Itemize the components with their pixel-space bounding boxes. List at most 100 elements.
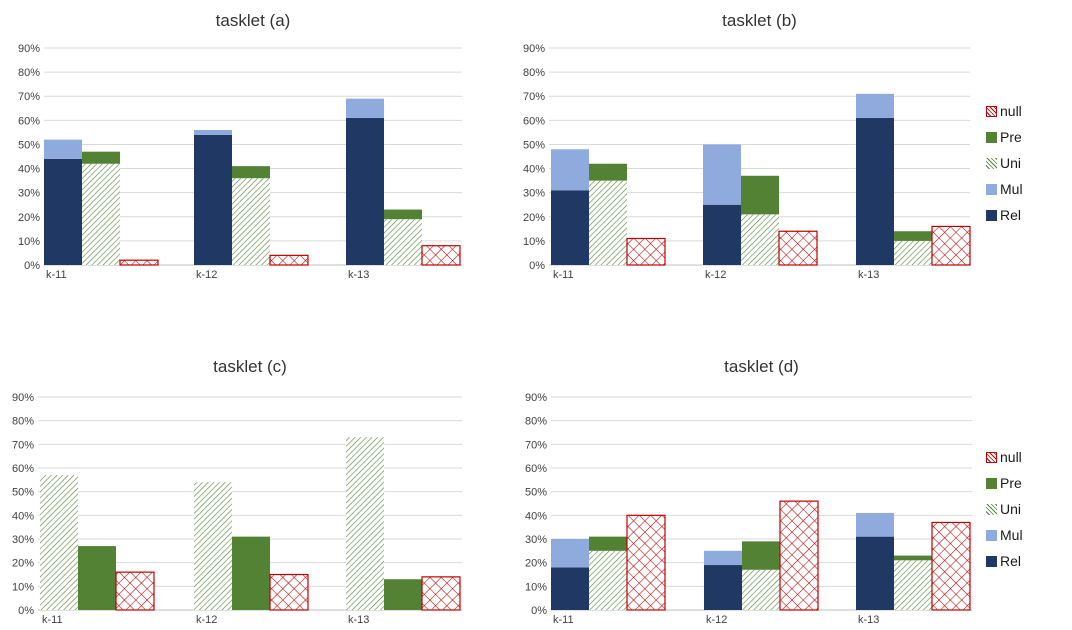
y-tick-label: 0%: [529, 260, 545, 272]
legend-swatch-mul: [986, 183, 997, 195]
y-tick-label: 80%: [18, 67, 40, 79]
y-tick-label: 40%: [18, 164, 40, 176]
y-tick-label: 90%: [12, 392, 34, 404]
legend-item-mul: Mul: [986, 522, 1023, 548]
bar-pre-k-12: [232, 536, 270, 610]
bar-uni-k-13: [894, 560, 932, 610]
bar-uni-k-12: [232, 178, 270, 265]
chart-title: tasklet (c): [213, 357, 287, 376]
bar-null-k-13: [421, 245, 461, 266]
bar-uni-k-11: [589, 180, 627, 265]
y-tick-label: 90%: [525, 392, 547, 404]
bar-pre-k-12: [232, 166, 270, 179]
y-tick-label: 20%: [18, 212, 40, 224]
y-tick-label: 0%: [24, 260, 40, 272]
x-tick-label: k-12: [706, 614, 727, 626]
legend-item-uni: Uni: [986, 496, 1023, 522]
y-tick-label: 60%: [523, 115, 545, 127]
bar-uni-k-13: [346, 437, 384, 610]
y-tick-label: 60%: [12, 463, 34, 475]
bar-mul-k-13: [346, 98, 384, 118]
legend-item-mul: Mul: [986, 176, 1023, 202]
legend-item-null: null: [986, 444, 1023, 470]
bar-null-k-11: [626, 514, 666, 611]
bar-pre-k-12: [741, 175, 779, 215]
chart-title: tasklet (d): [724, 357, 799, 376]
legend-label: Mul: [1000, 527, 1023, 543]
y-tick-label: 30%: [523, 188, 545, 200]
y-tick-label: 30%: [525, 534, 547, 546]
y-tick-label: 60%: [525, 463, 547, 475]
legend-label: Uni: [1000, 501, 1022, 517]
y-tick-label: 10%: [12, 581, 34, 593]
bar-rel-k-11: [44, 158, 82, 265]
bar-rel-k-12: [194, 134, 232, 265]
x-tick-label: k-13: [348, 269, 369, 281]
bar-pre-k-13: [384, 209, 422, 220]
legend-label: Uni: [1000, 155, 1022, 171]
bar-pre-k-11: [78, 546, 116, 610]
legend-swatch-rel: [986, 209, 997, 221]
y-tick-label: 50%: [18, 139, 40, 151]
bar-null-k-13: [421, 576, 461, 611]
legend-item-null: null: [986, 98, 1023, 124]
bar-null-k-12: [779, 500, 819, 611]
bar-mul-k-13: [856, 512, 894, 537]
bar-rel-k-13: [346, 117, 384, 265]
bar-uni-k-12: [741, 214, 779, 265]
bar-pre-k-13: [894, 555, 932, 561]
x-tick-label: k-13: [348, 614, 369, 626]
legend-item-pre: Pre: [986, 124, 1023, 150]
y-tick-label: 70%: [525, 439, 547, 451]
bar-pre-k-13: [384, 579, 422, 610]
y-tick-label: 0%: [18, 605, 34, 617]
bar-null-k-13: [931, 521, 971, 611]
bar-uni-k-11: [40, 475, 78, 610]
bar-mul-k-12: [194, 129, 232, 135]
y-tick-label: 0%: [531, 605, 547, 617]
bar-uni-k-11: [589, 550, 627, 610]
chart-title: tasklet (a): [216, 11, 291, 30]
y-tick-label: 40%: [523, 164, 545, 176]
y-tick-label: 10%: [18, 236, 40, 248]
legend-item-rel: Rel: [986, 202, 1023, 228]
y-tick-label: 70%: [523, 91, 545, 103]
legend-label: Pre: [1000, 475, 1022, 491]
bar-mul-k-11: [44, 139, 82, 159]
bar-uni-k-11: [82, 163, 120, 265]
x-tick-label: k-13: [858, 614, 879, 626]
bar-mul-k-11: [551, 539, 589, 568]
y-tick-label: 20%: [12, 558, 34, 570]
x-tick-label: k-12: [196, 614, 217, 626]
bar-mul-k-13: [856, 93, 894, 118]
y-tick-label: 80%: [12, 416, 34, 428]
bar-pre-k-11: [82, 151, 120, 164]
y-tick-label: 50%: [525, 487, 547, 499]
legend-item-rel: Rel: [986, 548, 1023, 574]
legend-swatch-null: [986, 451, 997, 463]
chart-panel-4: tasklet (d) 0% 10% 20% 30% 40% 50% 60% 70% 80% 90%…: [525, 357, 972, 626]
y-tick-label: 30%: [18, 188, 40, 200]
y-tick-label: 80%: [523, 67, 545, 79]
bar-uni-k-12: [194, 482, 232, 610]
legend-swatch-rel: [986, 555, 997, 567]
legend-label: Pre: [1000, 129, 1022, 145]
bar-null-k-11: [119, 259, 159, 266]
y-tick-label: 50%: [523, 139, 545, 151]
legend-top: null Pre Uni Mul Rel: [986, 98, 1023, 228]
legend-label: null: [1000, 103, 1022, 119]
legend-item-uni: Uni: [986, 150, 1023, 176]
bar-mul-k-12: [703, 144, 741, 205]
bar-pre-k-11: [589, 536, 627, 551]
chart-panel-2: tasklet (b) 0% 10% 20% 30% 40% 50% 60% 70% 80% 90%…: [523, 11, 971, 281]
bar-rel-k-13: [856, 117, 894, 265]
bar-pre-k-12: [742, 541, 780, 570]
bar-pre-k-13: [894, 231, 932, 241]
x-tick-label: k-11: [46, 269, 67, 281]
chart-title: tasklet (b): [722, 11, 797, 30]
y-tick-label: 40%: [12, 510, 34, 522]
bar-rel-k-13: [856, 536, 894, 610]
bar-null-k-11: [626, 237, 666, 266]
bar-null-k-12: [269, 254, 309, 266]
